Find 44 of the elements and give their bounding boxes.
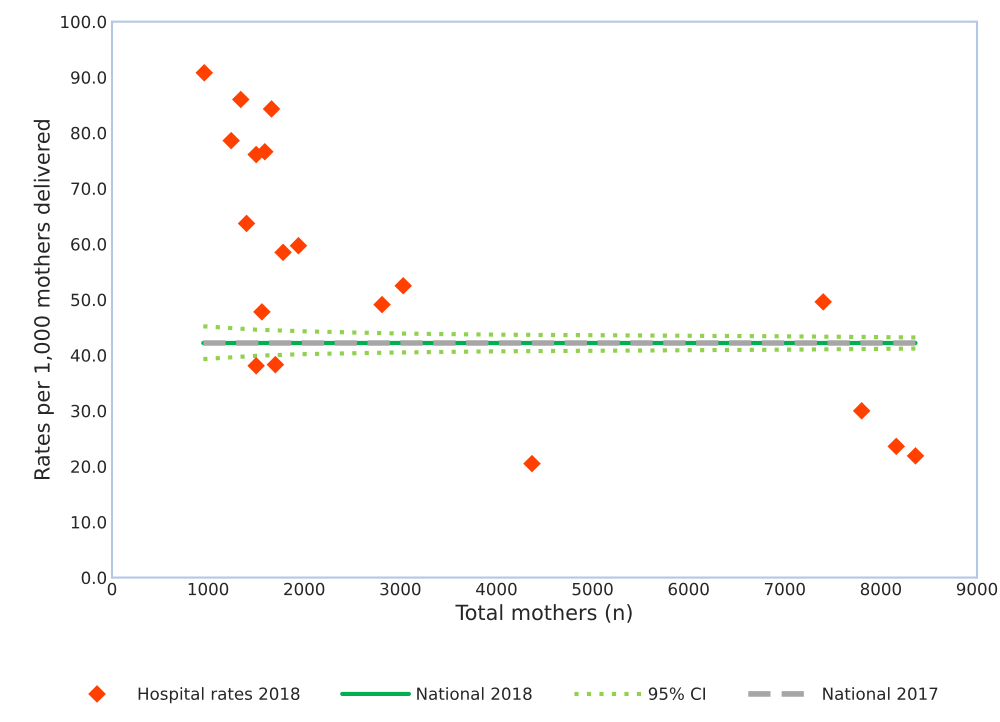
x-tick-label: 2000: [284, 582, 324, 596]
point: [195, 64, 214, 82]
y-tick-label: 90.0: [71, 71, 106, 84]
x-tick-label: 5000: [572, 582, 613, 596]
x-tick-label: 3000: [380, 582, 420, 596]
x-tick-label: 1000: [188, 582, 228, 596]
point: [852, 402, 870, 420]
x-axis-title: Total mothers (n): [455, 604, 632, 623]
y-axis-title: Rates per 1,000 mothers delivered: [34, 120, 54, 480]
y-tick-label: 30.0: [71, 404, 106, 418]
point: [906, 447, 924, 465]
y-tick-label: 10.0: [72, 516, 106, 529]
legend-label: Hospital rates 2018: [138, 687, 300, 704]
x-tick-label: 9000: [956, 582, 998, 596]
point: [887, 438, 906, 456]
point: [394, 276, 412, 295]
x-tick-label: 7000: [764, 582, 805, 596]
y-tick-label: 50.0: [71, 294, 106, 306]
x-tick-label: 6000: [668, 582, 709, 596]
point: [262, 100, 280, 118]
point: [222, 132, 240, 150]
x-tick-label: 8000: [860, 582, 901, 596]
point: [253, 303, 271, 321]
y-tick-label: 60.0: [71, 238, 106, 251]
point: [290, 236, 308, 254]
point: [232, 90, 250, 108]
point: [247, 357, 265, 375]
y-tick-label: 40.0: [70, 349, 106, 362]
point: [274, 244, 292, 262]
y-tick-label: 70.0: [71, 182, 106, 196]
point: [266, 356, 284, 374]
point: [523, 454, 541, 472]
y-tick-label: 0.0: [82, 572, 106, 584]
x-tick-label: 4000: [476, 582, 517, 596]
legend-label: 95% CI: [648, 687, 705, 700]
y-tick-label: 80.0: [71, 126, 106, 140]
point: [238, 214, 256, 232]
y-tick-label: 100.0: [61, 16, 106, 28]
y-tick-label: 20.0: [71, 460, 106, 473]
point: [373, 296, 391, 314]
point: [814, 293, 832, 311]
legend-label: National 2018: [417, 687, 532, 700]
x-tick-label: 0: [108, 582, 116, 596]
legend-label: National 2017: [823, 687, 938, 700]
